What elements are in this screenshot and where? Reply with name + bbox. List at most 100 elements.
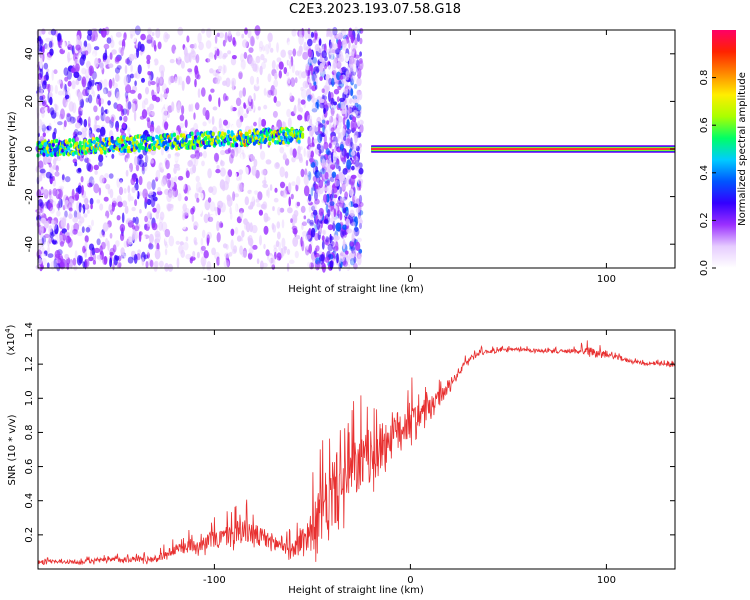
spectrogram-cell (46, 125, 52, 130)
spectrogram-cell (116, 91, 121, 101)
spectrogram-cell (267, 32, 273, 43)
spectrogram-cell (126, 217, 132, 223)
spectrogram-cell (316, 65, 320, 73)
spectrogram-line-cell (246, 135, 251, 140)
spectrogram-cell (292, 236, 299, 247)
spectrogram-cell (290, 193, 294, 200)
spectrogram-cell (344, 97, 350, 107)
spectrogram-cell (102, 87, 109, 95)
spectrogram-cell (342, 207, 347, 214)
spectrogram-cell (146, 155, 150, 162)
spectrogram-cell (43, 220, 49, 229)
spectrogram-cell (246, 54, 253, 65)
spectrogram-cell (286, 262, 290, 272)
spectrogram-cell (283, 246, 287, 254)
spectrogram-cell (91, 30, 98, 42)
spectrogram-cell (353, 68, 359, 76)
spectrogram-cell (114, 56, 121, 63)
spectrogram-cell (44, 107, 49, 112)
spectrogram-cell (281, 237, 286, 249)
spectrogram-cell (111, 43, 117, 48)
spectrogram-cell (341, 156, 345, 163)
spectrogram-cell (196, 251, 200, 259)
spectrogram-cell (146, 250, 150, 255)
spectrogram-cell (154, 169, 158, 178)
spectrogram-cell (72, 216, 79, 223)
spectrogram-cell (317, 263, 323, 268)
spectrogram-cell (88, 94, 93, 104)
spectrogram-cell (185, 170, 190, 179)
spectrogram-cell (331, 49, 336, 54)
spectrogram-cell (139, 209, 142, 214)
spectrogram-cell (177, 26, 184, 36)
colorbar-gradient (712, 30, 736, 268)
spectrogram-cell (118, 40, 123, 46)
spectrogram-cell (109, 232, 113, 239)
spectrogram-cell (56, 210, 61, 217)
spectrogram-cell (138, 159, 145, 168)
spectrogram-cell (241, 33, 245, 39)
spectrogram-cell (147, 71, 152, 76)
spectrogram-cell (59, 113, 64, 120)
spectrogram-cell (130, 177, 136, 186)
spectrogram-cell (343, 135, 347, 141)
spectrogram-cell (206, 237, 210, 246)
spectrogram-cell (331, 171, 337, 178)
spectrogram-cell (184, 196, 188, 202)
spectrogram-cell (146, 198, 152, 206)
spectrogram-cell (163, 31, 169, 43)
carrier-core (371, 148, 675, 150)
spectrogram-cell (52, 35, 57, 44)
spectrogram-cell (272, 255, 275, 264)
spectrogram-cell (179, 122, 185, 129)
spectrogram-cell (358, 91, 363, 101)
spectrogram-cell (167, 179, 172, 189)
spectrogram-cell (313, 81, 317, 86)
spectrogram-line-cell (65, 141, 69, 146)
spectrogram-cell (66, 112, 71, 118)
spectrogram-cell (351, 74, 356, 84)
spectrogram-cell (300, 205, 306, 213)
spectrogram-cell (339, 192, 345, 204)
spectrogram-cell (242, 39, 248, 48)
spectrogram-cell (39, 68, 44, 79)
spectrogram-cell (333, 116, 337, 127)
spectrogram-cell (153, 261, 158, 272)
spectrogram-line-cell (301, 134, 305, 139)
spectrogram-cell (62, 89, 67, 97)
spectrogram-cell (284, 171, 289, 179)
spectrogram-cell (133, 73, 138, 78)
spectrogram-cell (283, 67, 288, 75)
spectrogram-cell (357, 254, 362, 266)
spectrogram-cell (118, 262, 122, 268)
spectrogram-cell (86, 34, 92, 41)
spectrogram-cell (201, 229, 206, 239)
spectrogram-cell (300, 88, 307, 99)
spectrogram-cell (335, 60, 342, 69)
spectrogram-cell (231, 55, 237, 60)
spectrogram-cell (315, 84, 318, 90)
spectrogram-cell (244, 223, 248, 230)
spectrogram-cell (155, 76, 160, 88)
spectrogram-line-cell (83, 138, 87, 144)
spectrogram-cell (147, 80, 152, 87)
spectrogram-cell (173, 166, 177, 174)
spectrogram-cell (318, 179, 324, 189)
spectrogram-cell (97, 83, 100, 92)
spectrogram-cell (189, 235, 193, 243)
spectrogram-cell (226, 215, 230, 226)
spectrogram-cell (220, 149, 226, 156)
spectrogram-cell (129, 89, 136, 94)
spectrogram-cell (299, 107, 303, 113)
spectrogram-cell (235, 97, 242, 107)
spectrogram-cell (146, 107, 150, 115)
spectrogram-cell (70, 229, 74, 237)
spectrogram-cell (243, 180, 250, 191)
spectrogram-cell (81, 79, 85, 85)
spectrogram-cell (74, 63, 80, 72)
spectrogram-cell (80, 54, 86, 60)
spectrogram-cell (102, 222, 109, 232)
spectrogram-cell (108, 78, 113, 89)
spectrogram-cell (318, 216, 323, 221)
